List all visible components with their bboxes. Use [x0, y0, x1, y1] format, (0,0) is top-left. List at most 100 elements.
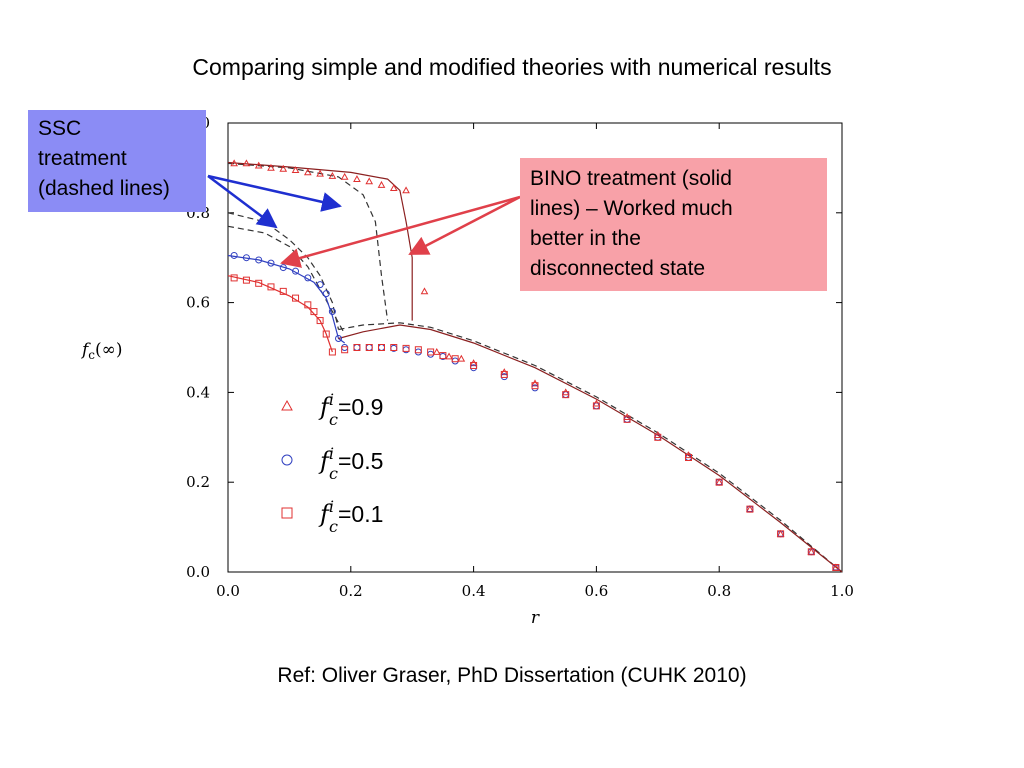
ssc-dashed-curve — [227, 212, 340, 330]
ssc-dashed-curve — [227, 162, 389, 321]
y-tick-label: 0.4 — [186, 383, 210, 401]
data-point-square — [500, 370, 508, 378]
legend-label: fi c=0.1 — [318, 497, 383, 536]
data-point-circle — [414, 348, 422, 356]
data-point-square — [390, 344, 398, 351]
data-point-triangle — [715, 478, 724, 486]
data-point-triangle — [267, 163, 275, 171]
bino-solid-curve — [227, 275, 333, 353]
bino-arrow-2 — [408, 195, 521, 256]
legend-marker-square — [281, 507, 293, 519]
data-point-triangle — [303, 168, 312, 176]
data-point-square — [255, 279, 263, 287]
data-point-triangle — [832, 563, 840, 571]
data-point-square — [316, 317, 324, 325]
data-point-circle — [242, 254, 250, 262]
data-point-square — [807, 548, 815, 556]
x-tick-label: 0.4 — [462, 582, 486, 600]
data-point-triangle — [432, 347, 441, 355]
data-point-triangle — [807, 547, 816, 555]
data-point-square — [654, 433, 662, 441]
data-point-square — [304, 301, 312, 309]
x-axis-label: r — [531, 608, 540, 628]
x-tick-label: 0.2 — [339, 582, 363, 600]
data-point-circle — [451, 357, 459, 365]
data-point-triangle — [340, 172, 349, 180]
data-point-triangle — [291, 166, 300, 174]
bino-callout-line: lines) – Worked much — [530, 197, 733, 220]
ssc-callout-line: SSC — [38, 117, 82, 140]
data-point-triangle — [328, 171, 337, 179]
plot-frame — [227, 122, 843, 573]
data-point-square — [715, 478, 723, 486]
data-point-triangle — [254, 161, 263, 169]
data-point-square — [242, 276, 250, 284]
data-point-square — [230, 274, 238, 282]
ssc-callout: SSC treatment (dashed lines) — [28, 110, 206, 212]
data-point-triangle — [316, 169, 324, 177]
data-point-square — [292, 294, 300, 302]
data-point-square — [378, 344, 385, 351]
data-point-triangle — [377, 180, 386, 188]
data-point-triangle — [402, 186, 410, 194]
data-point-circle — [335, 335, 343, 343]
data-point-square — [685, 454, 692, 462]
data-point-square — [341, 346, 349, 354]
bino-callout: BINO treatment (solid lines) – Worked mu… — [520, 158, 827, 291]
data-point-triangle — [353, 175, 361, 183]
data-point-triangle — [230, 159, 238, 167]
data-point-circle — [322, 290, 330, 298]
data-point-triangle — [420, 287, 429, 295]
data-point-square — [562, 391, 570, 399]
x-tick-label: 1.0 — [830, 582, 854, 600]
bino-solid-curve — [338, 324, 843, 573]
data-point-square — [746, 505, 754, 513]
bino-arrow-1 — [280, 195, 521, 268]
data-point-square — [279, 287, 287, 295]
legend-label: fi c=0.5 — [318, 444, 383, 483]
data-point-square — [623, 415, 631, 423]
bino-solid-curve — [227, 254, 346, 344]
data-point-square — [402, 344, 410, 352]
x-tick-label: 0.8 — [707, 582, 731, 600]
data-point-square — [451, 355, 459, 363]
data-point-square — [427, 348, 435, 356]
ssc-arrow-2 — [207, 175, 278, 229]
data-point-circle — [365, 344, 373, 351]
x-tick-label: 0.6 — [584, 582, 608, 600]
data-point-circle — [304, 274, 312, 282]
x-tick-label: 0.0 — [216, 582, 240, 600]
data-point-square — [365, 344, 373, 351]
data-point-square — [777, 530, 785, 538]
bino-callout-line: disconnected state — [530, 257, 706, 280]
data-point-triangle — [776, 529, 785, 537]
data-point-square — [439, 352, 447, 360]
data-point-square — [414, 346, 422, 354]
ssc-dashed-curve — [227, 225, 346, 335]
data-point-square — [267, 283, 275, 291]
legend-marker-circle — [281, 454, 293, 466]
data-points — [230, 159, 840, 572]
data-point-square — [531, 382, 539, 390]
legend-label: fi c=0.9 — [318, 390, 383, 429]
data-point-triangle — [389, 184, 398, 192]
ssc-callout-line: treatment — [38, 147, 127, 170]
legend: fi c=0.9 fi c=0.5 fi c=0.1 — [281, 390, 383, 536]
data-point-circle — [255, 256, 263, 264]
data-point-square — [592, 402, 600, 410]
y-tick-label: 0.6 — [186, 294, 210, 312]
data-point-circle — [353, 344, 361, 351]
data-point-square — [322, 330, 330, 338]
bino-callout-line: BINO treatment (solid — [530, 167, 732, 190]
data-point-circle — [328, 308, 336, 316]
y-tick-label: 0.2 — [186, 473, 210, 491]
legend-marker-triangle — [281, 399, 293, 411]
data-point-circle — [378, 344, 385, 351]
data-point-circle — [292, 267, 300, 275]
ssc-dashed-curve — [338, 322, 843, 573]
data-point-triangle — [457, 354, 466, 362]
data-point-square — [310, 308, 318, 316]
ssc-arrow-1 — [207, 174, 342, 212]
data-point-triangle — [279, 164, 288, 172]
reference-note: Ref: Oliver Graser, PhD Dissertation (CU… — [277, 664, 747, 687]
